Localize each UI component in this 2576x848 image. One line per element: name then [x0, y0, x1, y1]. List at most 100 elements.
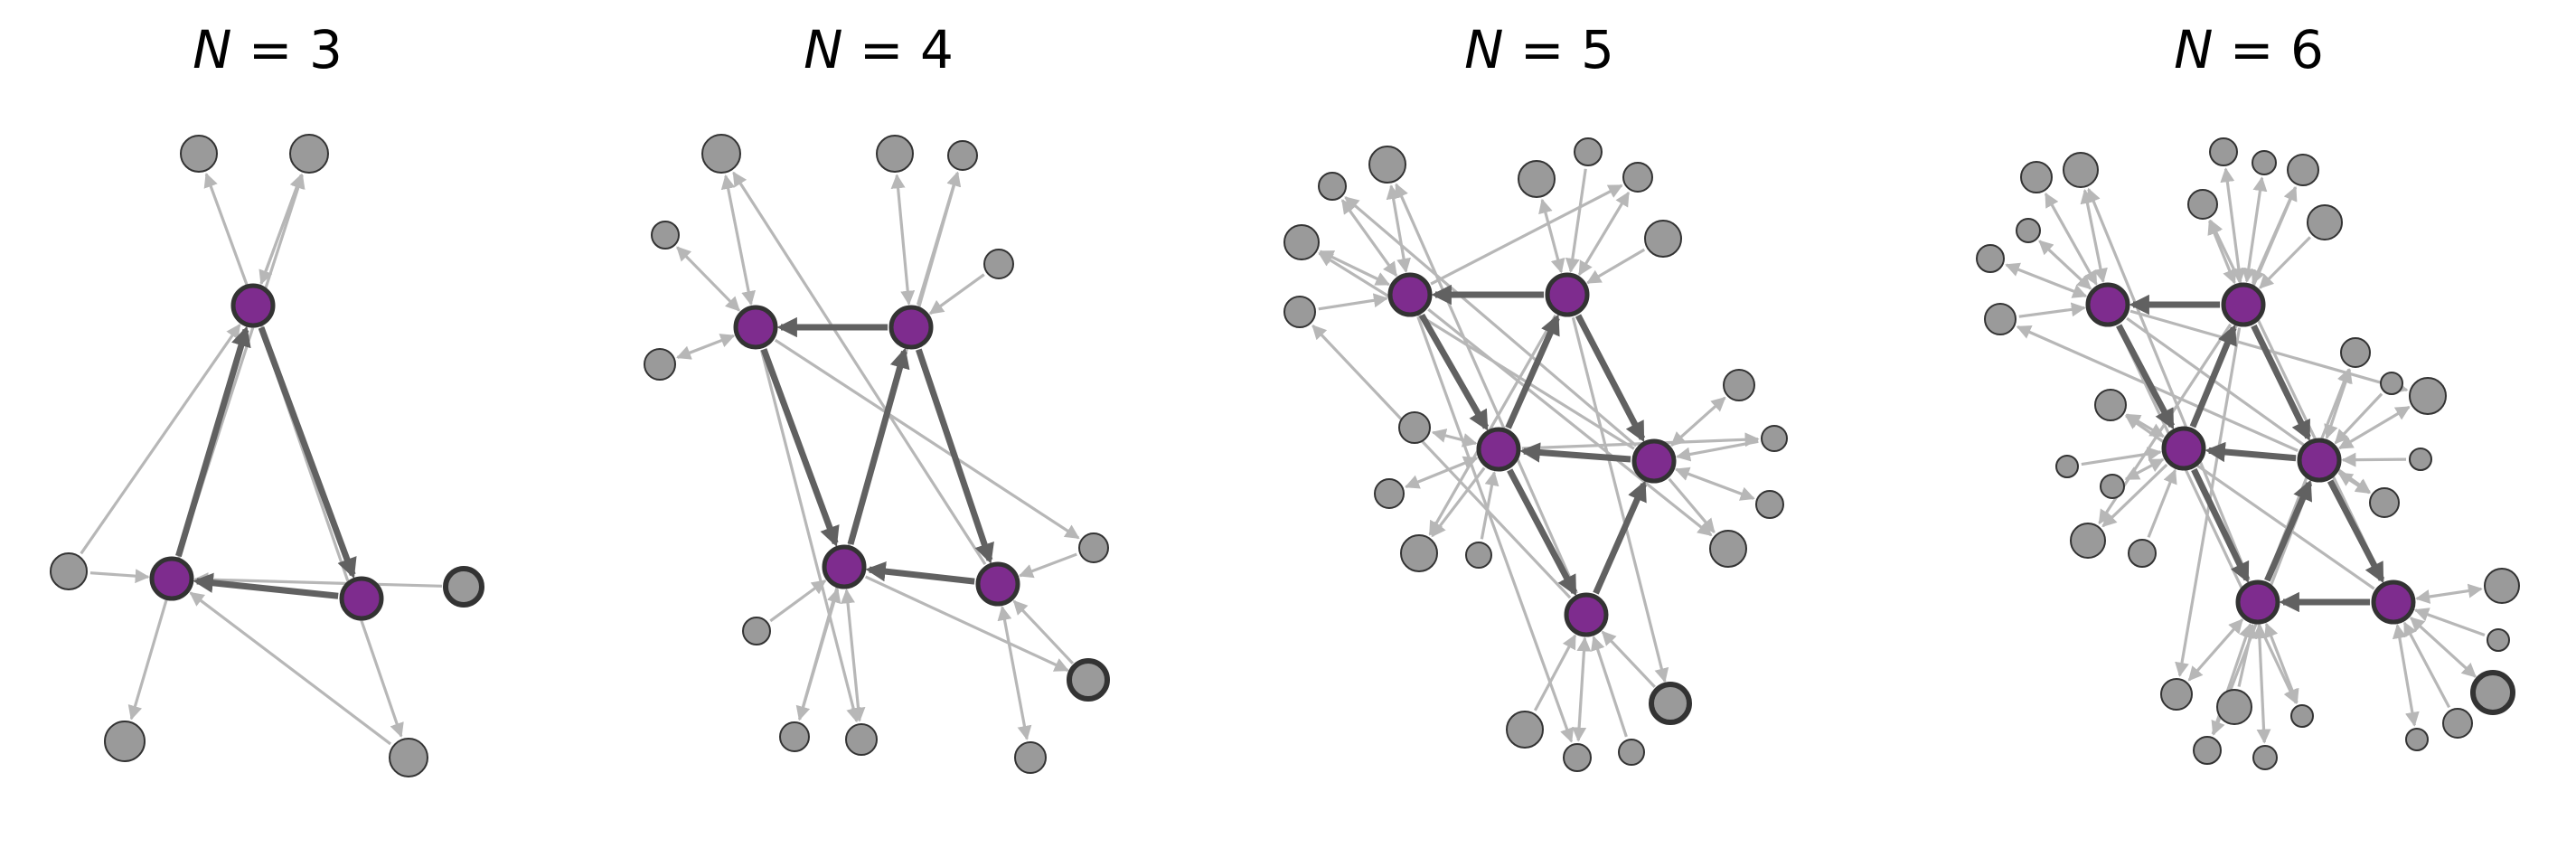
peripheral-node [1014, 741, 1047, 774]
panel-4-core-edge [2191, 467, 2250, 583]
panel-2-core-edges [760, 316, 994, 585]
panel-3-title-number: 5 [1581, 19, 1614, 80]
peripheral-node [1506, 711, 1544, 749]
panel-4-background-edge [2415, 583, 2483, 604]
peripheral-node [701, 134, 741, 174]
core-node [2161, 426, 2206, 471]
peripheral-node [2016, 218, 2041, 243]
panel-4-background-edge [2341, 452, 2407, 467]
core-node [2235, 579, 2280, 625]
peripheral-node [2128, 539, 2157, 568]
core-node [2085, 282, 2130, 327]
highlighted-peripheral-node [1067, 658, 1110, 702]
panel-3-background-edge [1675, 439, 1759, 462]
panel-4-background-edge [2005, 262, 2088, 298]
peripheral-node [1761, 425, 1788, 452]
peripheral-node [2369, 487, 2400, 518]
panel-2-background-edge [676, 334, 736, 360]
panel-2-background-edge [1018, 552, 1077, 579]
peripheral-node [2193, 736, 2222, 765]
peripheral-node [1709, 530, 1747, 568]
peripheral-node [2187, 189, 2218, 220]
peripheral-node [1374, 478, 1405, 509]
peripheral-node [2487, 628, 2510, 652]
panel-2-background-edge [1012, 599, 1075, 664]
panel-1-background-edge [189, 591, 392, 746]
panel-1: N = 3 [50, 19, 484, 777]
peripheral-node [1644, 220, 1682, 258]
peripheral-node [1283, 224, 1320, 260]
panel-1-title-variable: N [193, 19, 231, 80]
panel-4-core-edges [2116, 294, 2385, 613]
panel-3-title-variable: N [1464, 19, 1503, 80]
panel-4-core-edge [2189, 324, 2237, 429]
panel-4-title-variable: N [2174, 19, 2213, 80]
panel-4-background-edge [2018, 302, 2086, 318]
panel-2-background-edge [769, 579, 827, 623]
panel-3-background-edge [1674, 466, 1755, 501]
peripheral-node [2290, 704, 2314, 728]
panel-3-core-edges [1418, 284, 1647, 597]
peripheral-node [2380, 372, 2403, 395]
panel-3-core-edge [1593, 480, 1647, 595]
peripheral-node [947, 140, 978, 171]
peripheral-node [983, 249, 1014, 279]
panel-3-background-edge [1480, 470, 1500, 540]
peripheral-node [289, 134, 329, 174]
panel-1-background-edge [193, 572, 443, 588]
peripheral-node [2442, 708, 2473, 739]
panel-4-background-edge [2252, 624, 2271, 744]
peripheral-node [742, 617, 771, 645]
panel-3-background-edge [1430, 184, 1623, 286]
peripheral-node [1574, 137, 1603, 166]
panel-2-background-edge [676, 246, 740, 312]
panel-2-core-edge [865, 561, 975, 585]
panel-3-background-edge [1318, 251, 1635, 450]
panel-2-core-edge [847, 347, 910, 545]
peripheral-node [651, 221, 680, 250]
peripheral-node [1755, 490, 1784, 519]
panel-3-title-equals: = [1504, 19, 1581, 80]
panel-3-background-edge [1571, 316, 1669, 683]
core-node [1545, 272, 1590, 317]
panel-2-title-number: 4 [920, 19, 954, 80]
panel-4-background-edge [2392, 624, 2420, 727]
panel-3-background-edge [1431, 429, 1478, 448]
panel-2-background-edge [732, 171, 987, 565]
panel-3-background-edge [1428, 314, 1557, 536]
panel-1-background-edge [259, 174, 303, 286]
peripheral-node [1723, 369, 1755, 401]
core-node [1476, 427, 1521, 472]
panel-1-core-edges [175, 325, 357, 599]
panel-1-core-edge [175, 325, 251, 558]
peripheral-node [2252, 745, 2278, 770]
panel-3-background-edge [1586, 248, 1646, 285]
panel-3-background-edge [1318, 293, 1388, 311]
peripheral-node [2020, 161, 2053, 193]
panel-2-background-edge [759, 349, 860, 723]
panel-2-background-edge [864, 575, 1069, 672]
panel-1-title-number: 3 [309, 19, 343, 80]
peripheral-node [1518, 160, 1556, 198]
panel-4-background-edge [2264, 622, 2299, 704]
panel-2-background-edge [774, 338, 1080, 540]
panel-3-background-edge [1601, 630, 1656, 688]
panel-4-core-edge [2251, 324, 2311, 441]
panel-3-background-edge [1670, 396, 1726, 447]
core-node [1564, 592, 1609, 637]
peripheral-node [180, 135, 218, 173]
peripheral-node [876, 135, 914, 173]
panel-4-core-edge [2205, 441, 2297, 463]
panel-3-background-edges [1312, 168, 1760, 743]
core-node [2371, 579, 2416, 625]
peripheral-node [2100, 474, 2125, 499]
highlighted-peripheral-node [443, 566, 484, 608]
core-node [2297, 438, 2342, 483]
panel-4-background-edge [2402, 621, 2451, 709]
peripheral-node [2216, 689, 2252, 725]
panel-4-background-edge [2410, 617, 2477, 678]
peripheral-node [845, 723, 878, 756]
peripheral-node [1318, 172, 1347, 201]
panel-4: N = 6 [1976, 19, 2520, 770]
